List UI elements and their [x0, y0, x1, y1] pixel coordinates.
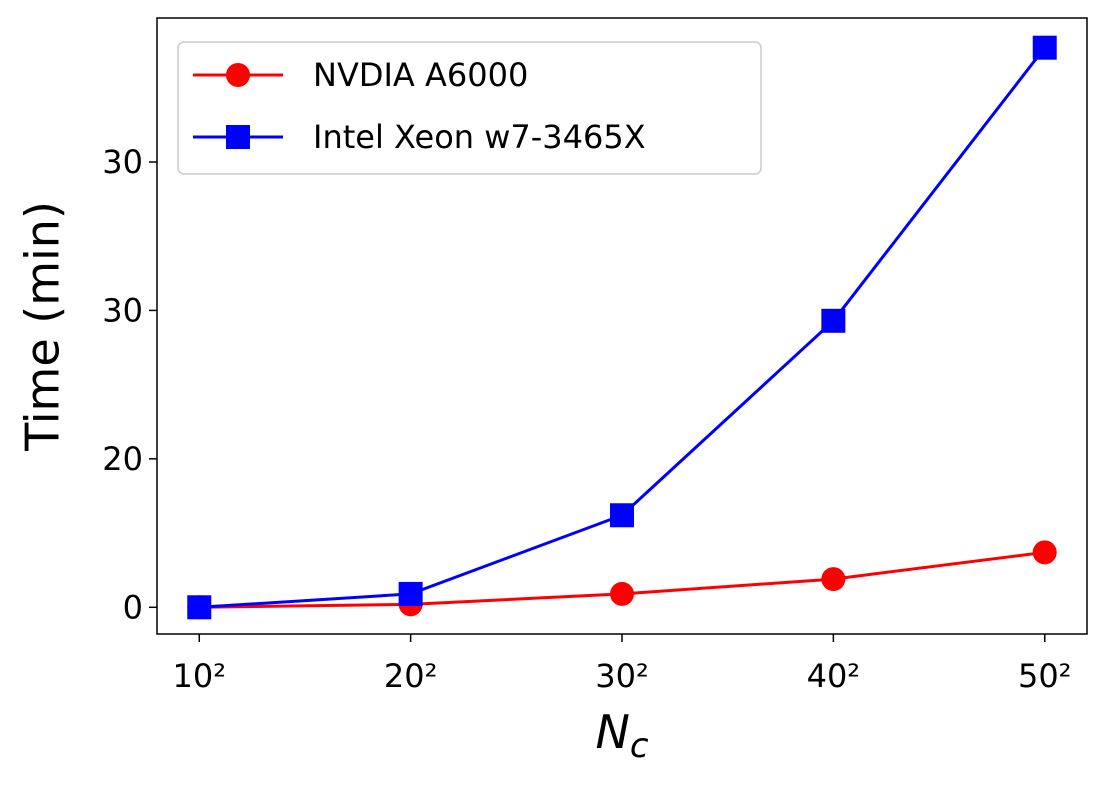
x-tick-label: 20²: [384, 657, 438, 695]
legend-label: Intel Xeon w7-3465X: [313, 118, 646, 156]
x-tick-label: 30²: [595, 657, 649, 695]
marker: [226, 63, 250, 87]
marker: [610, 503, 634, 528]
x-tick-label: 10²: [172, 657, 226, 695]
x-label-sub: c: [630, 726, 649, 766]
legend-label: NVDIA A6000: [313, 56, 528, 94]
x-label-main: N: [595, 705, 629, 759]
marker: [226, 125, 250, 149]
legend-box: [177, 41, 762, 175]
marker: [821, 308, 846, 333]
x-axis-label: Nc: [595, 705, 648, 766]
x-tick-label: 40²: [807, 657, 861, 695]
marker: [398, 581, 423, 606]
marker: [1032, 35, 1057, 60]
marker: [187, 595, 212, 620]
marker: [821, 567, 846, 592]
y-tick-label: 0: [123, 588, 143, 626]
x-tick-label: 50²: [1018, 657, 1072, 695]
y-tick-label: 30: [102, 143, 143, 181]
y-tick-label: 20: [102, 440, 143, 478]
marker: [610, 581, 634, 606]
plot-frame: [156, 17, 1088, 635]
y-tick-label: 30: [102, 291, 143, 329]
marker: [1032, 540, 1057, 565]
y-axis-label: Time (min): [16, 201, 70, 452]
